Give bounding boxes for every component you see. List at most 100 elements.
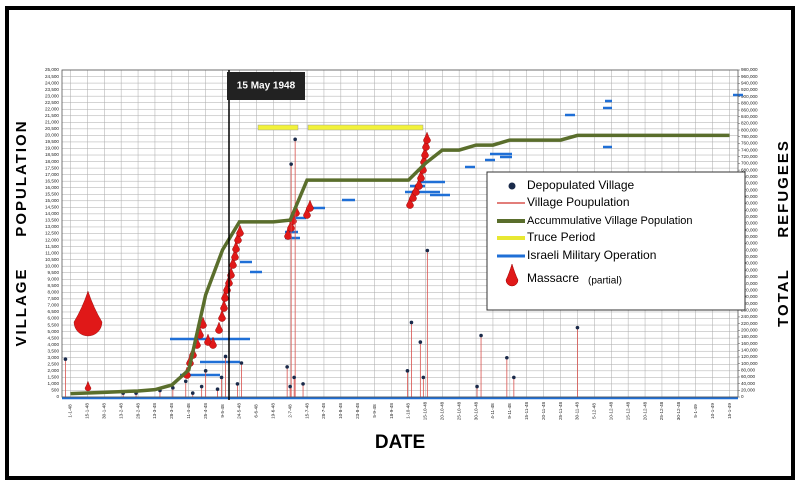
y2-tick-label: 540,000 <box>741 214 758 219</box>
y2-tick-label: 560,000 <box>741 207 758 212</box>
truce-bar <box>307 124 424 131</box>
x-tick-label: 28-2-48 <box>135 403 140 419</box>
legend-label: Depopulated Village <box>527 178 635 192</box>
y2-tick-label: 520,000 <box>741 221 758 226</box>
y2-tick-label: 320,000 <box>741 287 758 292</box>
y2-tick-label: 700,000 <box>741 161 758 166</box>
y2-tick-label: 900,000 <box>741 94 758 99</box>
y-tick-label: 25,000 <box>45 67 59 72</box>
truce-bar <box>257 124 299 131</box>
massacre-drop <box>231 248 239 261</box>
village-dot <box>512 375 516 380</box>
y2-tick-label: 760,000 <box>741 141 758 146</box>
y-tick-label: 6,500 <box>48 309 60 314</box>
y-tick-label: 2,000 <box>48 368 60 373</box>
y2-tick-label: 660,000 <box>741 174 758 179</box>
y2-tick-label: 800,000 <box>741 127 758 132</box>
y2-tick-label: 60,000 <box>741 374 755 379</box>
y2-tick-label: 960,000 <box>741 74 758 79</box>
y2-tick-label: 380,000 <box>741 267 758 272</box>
y2-tick-label: 400,000 <box>741 261 758 266</box>
y-tick-label: 11,500 <box>45 244 59 249</box>
y-tick-label: 20,000 <box>45 133 59 138</box>
y-tick-label: 7,000 <box>48 303 60 308</box>
x-tick-label: 5-12-48 <box>592 403 597 419</box>
legend-label: Truce Period <box>527 230 595 244</box>
x-tick-label: 2-7-48 <box>287 404 292 418</box>
y2-tick-label: 200,000 <box>741 327 758 332</box>
village-dot <box>183 379 188 384</box>
x-tick-label: 30-1-48 <box>101 403 106 419</box>
massacre-drop <box>73 290 103 337</box>
y2-tick-label: 180,000 <box>741 334 758 339</box>
y-tick-label: 8,500 <box>48 283 60 288</box>
x-tick-label: 15-12-48 <box>625 401 630 420</box>
y-tick-label: 6,000 <box>48 316 60 321</box>
y2-tick-label: 340,000 <box>741 281 758 286</box>
x-tick-label: 10-8-48 <box>338 403 343 419</box>
x-tick-label: 5-9-48 <box>372 404 377 418</box>
village-dot <box>425 248 430 253</box>
x-tick-label: 4-11-48 <box>490 403 495 419</box>
y-tick-label: 19,500 <box>45 139 59 144</box>
massacre-drop <box>236 224 244 237</box>
x-tick-label: 28-3-48 <box>169 403 174 419</box>
village-dot <box>292 375 296 380</box>
village-dot <box>199 384 204 389</box>
x-axis-label: DATE <box>375 432 425 453</box>
y-tick-label: 21,500 <box>45 113 59 118</box>
massacre-drop <box>421 146 429 159</box>
y2-tick-label: 100,000 <box>741 361 758 366</box>
annotation-flag <box>227 72 305 100</box>
y-tick-label: 12,500 <box>45 231 59 236</box>
y2-tick-label: 860,000 <box>741 107 758 112</box>
y2-tick-label: 820,000 <box>741 121 758 126</box>
y-tick-label: 17,500 <box>45 165 59 170</box>
x-tick-label: 15-10-48 <box>423 401 428 420</box>
y-tick-label: 7,500 <box>48 296 60 301</box>
x-tick-label: 10-12-48 <box>608 401 613 420</box>
legend-swatch <box>508 182 516 190</box>
y-tick-label: 16,000 <box>45 185 59 190</box>
y2-tick-label: 920,000 <box>741 87 758 92</box>
y-tick-label: 14,000 <box>45 211 59 216</box>
y-tick-label: 22,500 <box>45 100 59 105</box>
village-dot <box>215 387 220 391</box>
x-tick-label: 25-12-48 <box>659 401 664 420</box>
legend-label: (partial) <box>588 276 622 287</box>
y2-tick-label: 600,000 <box>741 194 758 199</box>
annotation: 15 May 1948 <box>237 81 296 92</box>
village-dot <box>301 382 305 386</box>
y-tick-label: 15,500 <box>45 191 59 196</box>
y2-tick-label: 360,000 <box>741 274 758 279</box>
village-dot <box>293 137 297 142</box>
y-tick-label: 8,000 <box>48 290 60 295</box>
x-tick-label: 23-8-48 <box>355 403 360 419</box>
y-tick-label: 4,000 <box>48 342 60 347</box>
y2-tick-label: 740,000 <box>741 147 758 152</box>
massacre-drop <box>306 199 314 212</box>
x-tick-label: 9-5-48 <box>220 404 225 418</box>
massacre-drop <box>221 289 229 302</box>
massacre-drop <box>209 336 217 349</box>
village-dot <box>285 365 289 369</box>
y-tick-label: 3,500 <box>48 348 60 353</box>
y-tick-label: 5,500 <box>48 322 60 327</box>
village-dot <box>409 320 414 325</box>
y-tick-label: 20,500 <box>45 126 59 131</box>
y2-tick-label: 580,000 <box>741 201 758 206</box>
legend-label: Accummulative Village Population <box>527 215 693 227</box>
village-dot <box>219 375 224 380</box>
massacre-drop <box>215 321 223 334</box>
y-tick-label: 1,500 <box>48 375 60 380</box>
x-tick-label: 1-1-48 <box>68 404 73 418</box>
massacre-drop <box>284 227 292 240</box>
y-tick-label: 14,500 <box>45 205 59 210</box>
y-tick-label: 3,000 <box>48 355 60 360</box>
y2-tick-label: 620,000 <box>741 187 758 192</box>
y2-tick-label: 260,000 <box>741 307 758 312</box>
y-tick-label: 12,000 <box>45 237 59 242</box>
legend-label: Israeli Military Operation <box>527 248 656 262</box>
y2-tick-label: 460,000 <box>741 241 758 246</box>
